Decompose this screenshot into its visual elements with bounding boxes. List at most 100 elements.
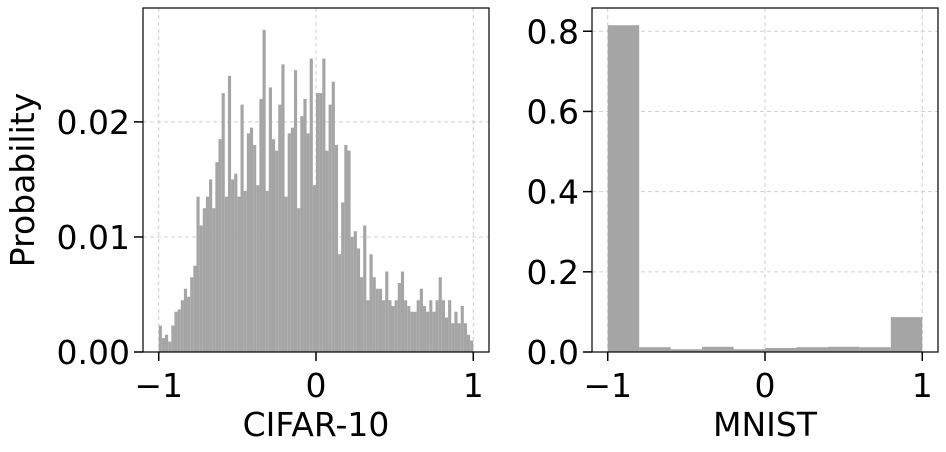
histogram-bar [435,300,439,352]
x-axis-label: MNIST [713,405,818,444]
histogram-bar [158,325,162,352]
histogram-bar [234,173,238,352]
histogram-bar [319,93,323,353]
histogram-bar [407,305,411,352]
histogram-bar [457,323,461,352]
histogram-bar [400,271,405,352]
histogram-bar [347,150,351,352]
histogram-bar [360,277,364,352]
histogram-bar [416,300,420,352]
histogram-bar [316,93,320,353]
histogram-bar [444,317,449,352]
histogram-bar [328,104,332,352]
histogram-bar [338,254,342,352]
histogram-bar [733,349,765,352]
histogram-bar [168,341,172,352]
y-tick-label: 0.01 [57,218,130,257]
histogram-bar [385,271,389,352]
histogram-bar [196,196,200,352]
histogram-bar [397,282,401,352]
histogram-bar [312,185,316,352]
histogram-bar [363,225,367,352]
histogram-bar [262,29,266,353]
histogram-bar [388,300,392,352]
histogram-bar [306,133,310,352]
histogram-bar [193,265,197,352]
histogram-bar [161,338,166,352]
histogram-bar [297,208,301,352]
y-tick-label: 0.4 [527,173,579,212]
histogram-bar [344,144,348,352]
x-tick-label: 0 [306,366,327,405]
histogram-bar [278,104,282,352]
histogram-bar [240,104,244,352]
histogram-bar [448,300,452,352]
y-tick-label: 0.02 [57,103,130,142]
histogram-bar [177,309,181,352]
histogram-bar [353,231,357,352]
x-tick-label: 0 [755,366,776,405]
histogram-bar [391,305,395,352]
histogram-bar [246,133,250,352]
histogram-bar [422,305,427,352]
histogram-bar [303,98,307,352]
histogram-bar [180,300,184,352]
histogram-bar [174,311,178,352]
histogram-bar [350,236,354,352]
histogram-bar [670,349,703,352]
histogram-bar [271,139,276,352]
histogram-bar [253,144,257,352]
y-axis-label: Probability [3,93,42,267]
histogram-bar [454,311,458,352]
y-tick-label: 0.0 [527,333,579,372]
histogram-bar [290,127,294,352]
histogram-bar [215,162,219,352]
histogram-bar [432,311,436,352]
histogram-bar [372,277,376,352]
histogram-bar [859,347,891,352]
histogram-bar [451,323,455,352]
histogram-bar [300,116,304,352]
plot-frame [591,7,939,353]
y-tick-label: 0.2 [527,253,579,292]
histogram-bar [466,334,471,352]
histogram-bar [293,70,298,353]
histogram-bar [165,334,169,352]
x-tick-label: −1 [134,366,183,405]
histogram-bar [356,248,361,352]
histogram-bar [171,325,175,352]
histogram-bar [284,196,288,352]
histogram-bar [394,300,398,352]
histogram-bar [287,133,291,352]
histogram-bar [607,25,640,353]
x-tick-label: −1 [583,366,632,405]
histogram-bar [366,300,370,352]
histogram-bar [190,277,194,352]
histogram-bar [249,127,254,352]
histogram-bar [470,340,474,352]
histogram-bar [331,81,335,352]
histogram-bar [382,300,386,352]
histogram-bar [187,296,191,352]
histogram-bar [224,196,228,352]
plot-frame [142,7,490,353]
histogram-bar [419,288,423,352]
histogram-bar [199,225,203,352]
histogram-bar [268,87,272,352]
histogram-bar [259,98,263,352]
y-tick-label: 0.6 [527,92,579,131]
x-axis-label: CIFAR-10 [243,405,390,444]
histogram-bar [429,300,433,352]
histogram-bar [375,288,379,352]
histogram-bar [438,277,442,352]
histogram-bar [796,347,828,352]
histogram-bar [463,323,467,352]
histogram-bar [212,208,216,352]
histogram-bar [413,311,417,352]
histogram-bar [441,300,445,352]
histogram-bar [404,300,408,352]
histogram-bar [237,196,241,352]
x-tick-label: 1 [463,366,484,405]
histogram-bar [827,346,860,352]
